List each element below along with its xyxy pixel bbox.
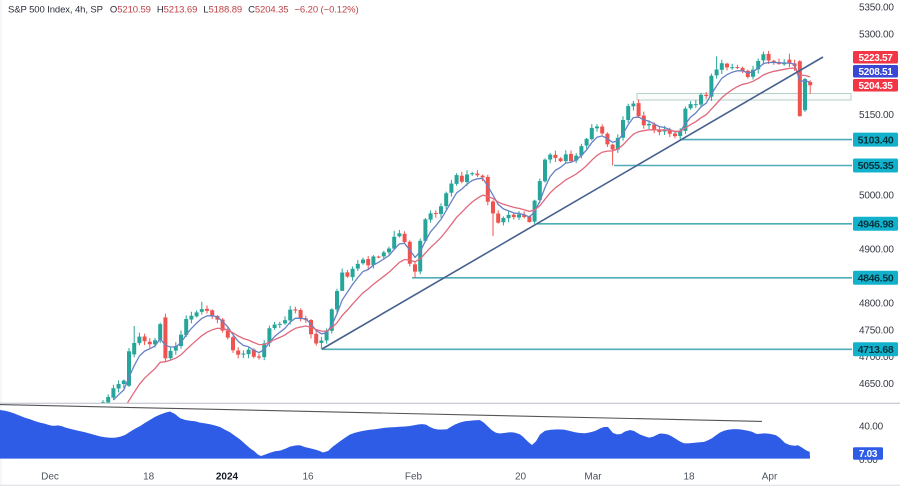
svg-text:20: 20 bbox=[515, 471, 527, 482]
svg-text:5103.40: 5103.40 bbox=[858, 134, 894, 146]
svg-text:5055.35: 5055.35 bbox=[858, 160, 894, 172]
svg-text:4800.00: 4800.00 bbox=[859, 298, 894, 309]
svg-text:5204.35: 5204.35 bbox=[858, 81, 893, 92]
svg-text:Feb: Feb bbox=[405, 471, 423, 482]
svg-text:2024: 2024 bbox=[216, 471, 239, 482]
svg-text:18: 18 bbox=[143, 471, 155, 482]
svg-text:4650.00: 4650.00 bbox=[859, 379, 894, 390]
svg-text:Mar: Mar bbox=[584, 471, 602, 482]
svg-text:16: 16 bbox=[302, 471, 314, 482]
svg-text:5150.00: 5150.00 bbox=[859, 110, 894, 121]
svg-text:0.00: 0.00 bbox=[859, 455, 878, 466]
svg-text:Apr: Apr bbox=[762, 471, 778, 482]
svg-text:5208.51: 5208.51 bbox=[858, 67, 893, 78]
svg-text:4750.00: 4750.00 bbox=[859, 325, 894, 336]
svg-text:5300.00: 5300.00 bbox=[859, 29, 894, 40]
svg-text:4946.98: 4946.98 bbox=[858, 219, 894, 231]
svg-text:5223.57: 5223.57 bbox=[858, 53, 893, 64]
svg-text:4713.68: 4713.68 bbox=[858, 344, 894, 356]
svg-text:4846.50: 4846.50 bbox=[858, 273, 894, 285]
svg-text:40.00: 40.00 bbox=[859, 422, 884, 433]
svg-text:5350.00: 5350.00 bbox=[859, 2, 894, 13]
svg-text:Dec: Dec bbox=[41, 471, 59, 482]
svg-text:5000.00: 5000.00 bbox=[859, 191, 894, 202]
svg-text:7.03: 7.03 bbox=[859, 449, 878, 460]
svg-text:4700.00: 4700.00 bbox=[859, 352, 894, 363]
svg-text:4900.00: 4900.00 bbox=[859, 245, 894, 256]
svg-text:18: 18 bbox=[683, 471, 695, 482]
